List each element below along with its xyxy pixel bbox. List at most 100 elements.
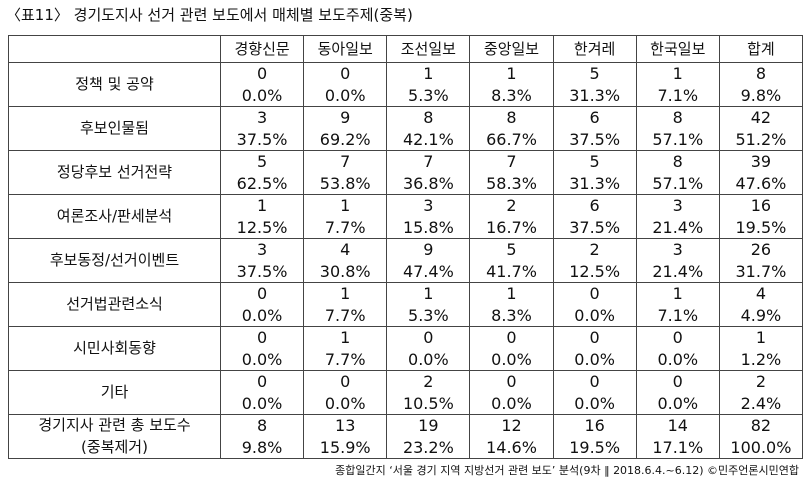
percent-cell: 19.5%	[552, 436, 637, 459]
table-body: 경향신문 동아일보 조선일보 중앙일보 한겨레 한국일보 합계 정책 및 공약 0 0 1 1 5 1 8 0…	[8, 35, 804, 459]
count-cell: 16	[718, 194, 804, 216]
count-cell: 1	[718, 326, 804, 348]
count-cell: 0	[552, 326, 637, 348]
count-cell: 7	[303, 150, 388, 172]
count-cell: 1	[386, 282, 471, 304]
count-cell: 0	[469, 370, 554, 392]
percent-cell: 30.8%	[303, 260, 388, 283]
count-cell: 0	[552, 282, 637, 304]
count-cell: 9	[386, 238, 471, 260]
percent-cell: 12.5%	[552, 260, 637, 283]
count-cell: 0	[386, 326, 471, 348]
percent-cell: 0.0%	[552, 348, 637, 371]
percent-cell: 12.5%	[219, 216, 305, 239]
row-label: 후보동정/선거이벤트	[8, 238, 221, 283]
count-cell: 6	[552, 106, 637, 128]
percent-cell: 4.9%	[718, 304, 804, 327]
count-cell: 82	[718, 414, 804, 436]
count-cell: 5	[552, 62, 637, 84]
count-cell: 8	[219, 414, 305, 436]
percent-row: 0.0% 0.0% 10.5% 0.0% 0.0% 0.0% 2.4%	[9, 392, 804, 415]
column-header: 조선일보	[386, 35, 471, 63]
percent-cell: 9.8%	[219, 436, 305, 459]
percent-cell: 16.7%	[469, 216, 554, 239]
percent-cell: 0.0%	[219, 348, 305, 371]
percent-cell: 21.4%	[635, 216, 720, 239]
count-cell: 3	[219, 238, 305, 260]
count-cell: 0	[635, 326, 720, 348]
percent-row: 0.0% 7.7% 0.0% 0.0% 0.0% 0.0% 1.2%	[9, 348, 804, 371]
percent-cell: 0.0%	[303, 392, 388, 415]
count-row: 후보인물됨 3 9 8 8 6 8 42	[8, 106, 804, 151]
count-cell: 7	[386, 150, 471, 172]
count-cell: 1	[469, 62, 554, 84]
count-cell: 2	[552, 238, 637, 260]
count-cell: 0	[219, 62, 305, 84]
percent-cell: 53.8%	[303, 172, 388, 195]
count-cell: 2	[386, 370, 471, 392]
percent-cell: 5.3%	[386, 84, 471, 107]
percent-cell: 58.3%	[469, 172, 554, 195]
percent-cell: 7.7%	[303, 304, 388, 327]
percent-cell: 37.5%	[219, 260, 305, 283]
count-cell: 0	[219, 370, 305, 392]
percent-cell: 2.4%	[718, 392, 804, 415]
count-cell: 0	[303, 370, 388, 392]
percent-cell: 31.3%	[552, 84, 637, 107]
count-cell: 12	[469, 414, 554, 436]
count-cell: 4	[303, 238, 388, 260]
count-cell: 3	[635, 238, 720, 260]
row-label: 기타	[8, 370, 221, 415]
percent-cell: 57.1%	[635, 128, 720, 151]
count-cell: 1	[635, 282, 720, 304]
percent-cell: 0.0%	[469, 392, 554, 415]
count-cell: 3	[386, 194, 471, 216]
count-cell: 13	[303, 414, 388, 436]
percent-cell: 10.5%	[386, 392, 471, 415]
percent-cell: 51.2%	[718, 128, 804, 151]
footnote: 종합일간지 ‘서울 경기 지역 지방선거 관련 보도’ 분석(9차 ‖ 2018…	[335, 464, 799, 477]
percent-row: 37.5% 69.2% 42.1% 66.7% 37.5% 57.1% 51.2%	[9, 128, 804, 151]
percent-cell: 7.1%	[635, 304, 720, 327]
percent-cell: 0.0%	[303, 84, 388, 107]
count-cell: 1	[635, 62, 720, 84]
count-row: 경기지사 관련 총 보도수 8 13 19 12 16 14 82	[8, 414, 804, 436]
count-cell: 9	[303, 106, 388, 128]
count-row: 시민사회동향 0 1 0 0 0 0 1	[8, 326, 804, 371]
percent-row: 0.0% 0.0% 5.3% 8.3% 31.3% 7.1% 9.8%	[9, 84, 804, 107]
count-cell: 42	[718, 106, 804, 128]
row-label: 여론조사/판세분석	[8, 194, 221, 239]
count-cell: 0	[219, 326, 305, 348]
count-cell: 3	[219, 106, 305, 128]
percent-cell: 0.0%	[635, 392, 720, 415]
percent-cell: 37.5%	[552, 128, 637, 151]
percent-cell: 23.2%	[386, 436, 471, 459]
percent-cell: 0.0%	[552, 304, 637, 327]
count-cell: 1	[303, 194, 388, 216]
count-cell: 19	[386, 414, 471, 436]
percent-cell: 62.5%	[219, 172, 305, 195]
column-header: 합계	[718, 35, 804, 63]
percent-cell: 17.1%	[635, 436, 720, 459]
row-label: 시민사회동향	[8, 326, 221, 371]
count-cell: 1	[303, 282, 388, 304]
count-cell: 5	[552, 150, 637, 172]
count-cell: 39	[718, 150, 804, 172]
percent-cell: 15.8%	[386, 216, 471, 239]
percent-cell: 0.0%	[552, 392, 637, 415]
count-cell: 4	[718, 282, 804, 304]
count-cell: 1	[219, 194, 305, 216]
count-cell: 0	[469, 326, 554, 348]
percent-cell: 37.5%	[552, 216, 637, 239]
count-cell: 8	[635, 106, 720, 128]
row-label: 후보인물됨	[8, 106, 221, 151]
row-label: 경기지사 관련 총 보도수	[8, 414, 221, 436]
count-cell: 6	[552, 194, 637, 216]
count-cell: 2	[718, 370, 804, 392]
count-cell: 7	[469, 150, 554, 172]
percent-cell: 19.5%	[718, 216, 804, 239]
count-cell: 1	[303, 326, 388, 348]
percent-row: 37.5% 30.8% 47.4% 41.7% 12.5% 21.4% 31.7%	[9, 260, 804, 283]
column-header: 중앙일보	[469, 35, 554, 63]
